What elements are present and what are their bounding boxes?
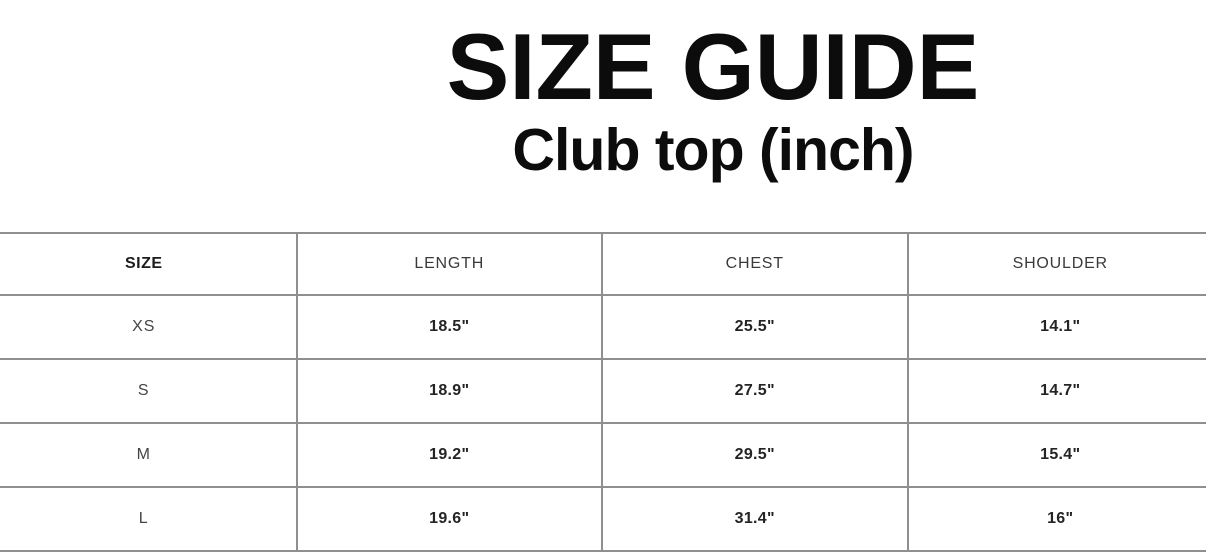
column-header-shoulder: SHOULDER xyxy=(908,233,1206,295)
column-header-size: SIZE xyxy=(0,233,297,295)
chest-cell: 25.5" xyxy=(602,295,908,359)
table-row: XS 18.5" 25.5" 14.1" xyxy=(0,295,1206,359)
shoulder-cell: 16" xyxy=(908,487,1206,551)
length-cell: 18.9" xyxy=(297,359,603,423)
column-header-length: LENGTH xyxy=(297,233,603,295)
page-title: SIZE GUIDE xyxy=(110,20,1206,114)
table-row: S 18.9" 27.5" 14.7" xyxy=(0,359,1206,423)
chest-cell: 31.4" xyxy=(602,487,908,551)
column-header-chest: CHEST xyxy=(602,233,908,295)
table-row: M 19.2" 29.5" 15.4" xyxy=(0,423,1206,487)
size-cell: L xyxy=(0,487,297,551)
shoulder-cell: 14.1" xyxy=(908,295,1206,359)
heading-block: SIZE GUIDE Club top (inch) xyxy=(110,0,1206,180)
table-header-row: SIZE LENGTH CHEST SHOULDER xyxy=(0,233,1206,295)
size-cell: XS xyxy=(0,295,297,359)
size-cell: S xyxy=(0,359,297,423)
shoulder-cell: 14.7" xyxy=(908,359,1206,423)
length-cell: 19.6" xyxy=(297,487,603,551)
size-cell: M xyxy=(0,423,297,487)
chest-cell: 29.5" xyxy=(602,423,908,487)
length-cell: 18.5" xyxy=(297,295,603,359)
length-cell: 19.2" xyxy=(297,423,603,487)
page-subtitle: Club top (inch) xyxy=(110,121,1206,180)
shoulder-cell: 15.4" xyxy=(908,423,1206,487)
size-guide-table: SIZE LENGTH CHEST SHOULDER XS 18.5" 25.5… xyxy=(0,232,1206,552)
chest-cell: 27.5" xyxy=(602,359,908,423)
table-row: L 19.6" 31.4" 16" xyxy=(0,487,1206,551)
